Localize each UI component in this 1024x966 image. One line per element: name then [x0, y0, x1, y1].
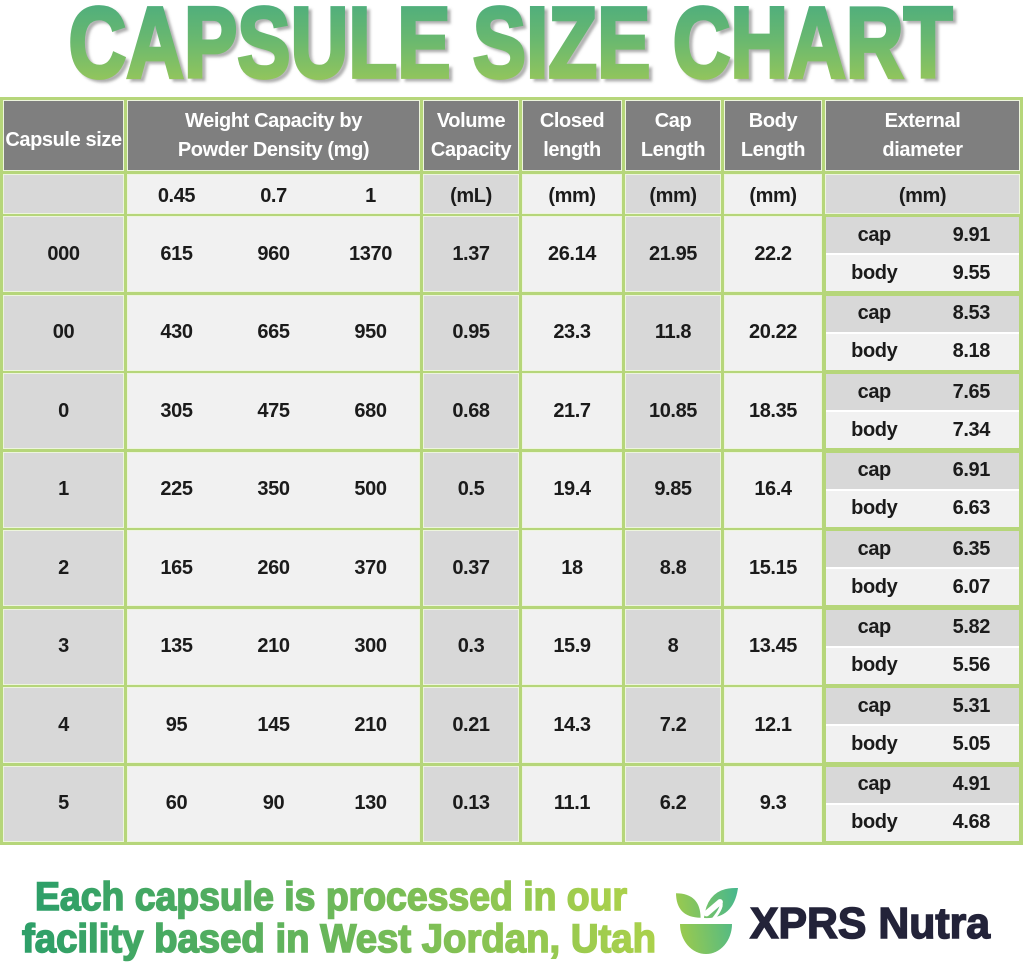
svg-text:facility based in West Jordan,: facility based in West Jordan, Utah [22, 917, 656, 961]
svg-text:CAPSULE SIZE CHART: CAPSULE SIZE CHART [72, 0, 956, 96]
svg-text:Each capsule is processed in o: Each capsule is processed in our [35, 875, 627, 919]
svg-text:CAPSULE SIZE CHART: CAPSULE SIZE CHART [69, 0, 953, 96]
svg-text:XPRS Nutra: XPRS Nutra [750, 899, 991, 948]
